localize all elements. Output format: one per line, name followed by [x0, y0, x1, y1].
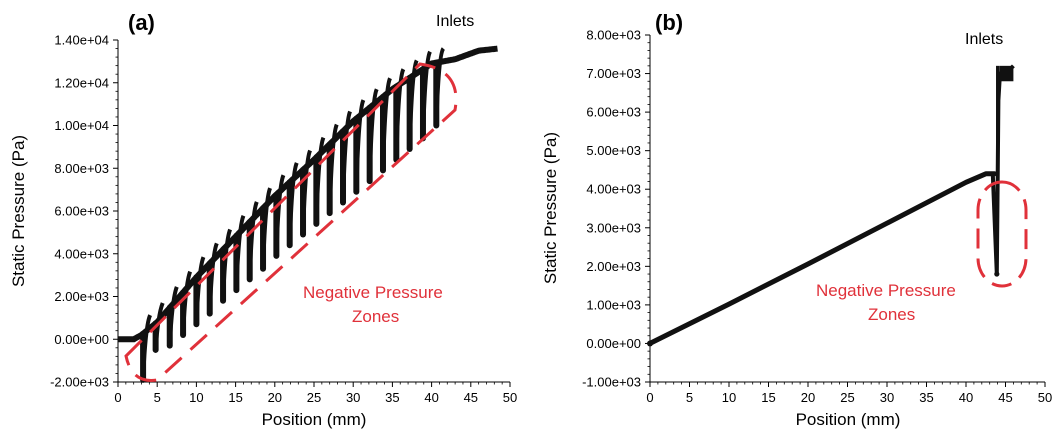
data-lobe: [380, 77, 392, 171]
data-lobe: [261, 187, 272, 269]
data-lobe: [221, 228, 233, 301]
x-tick-label: 0: [646, 390, 653, 405]
x-tick-label: 40: [959, 390, 973, 405]
data-lobe: [327, 123, 339, 214]
data-lobe: [207, 242, 219, 314]
x-tick-label: 50: [1038, 390, 1052, 405]
y-tick-label: 6.00e+03: [586, 105, 641, 120]
highlight-a: [124, 62, 458, 382]
x-tick-label: 5: [686, 390, 693, 405]
data-lobe: [167, 286, 179, 346]
y-tick-label: 2.00e+03: [586, 259, 641, 274]
data-inlet-band: [999, 65, 1014, 82]
data-lobe: [394, 68, 406, 160]
panel-label-a: (a): [128, 10, 155, 35]
x-tick-label: 15: [228, 390, 242, 405]
x-tick-label: 45: [998, 390, 1012, 405]
x-tick-label: 35: [385, 390, 399, 405]
y-tick-label: 0.00e+00: [586, 336, 641, 351]
x-tick-label: 25: [307, 390, 321, 405]
y-tick-label: 1.00e+04: [54, 118, 109, 133]
x-ticks-a: 0 5 10 15 20 25 30 35 40 45 50: [114, 382, 517, 405]
data-lobe: [181, 270, 193, 336]
data-lobe: [247, 201, 259, 280]
plot-area-b: -1.00e+03 0.00e+00 1.00e+03 2.00e+03 3.00e+0…: [582, 28, 1052, 406]
x-tick-label: 10: [722, 390, 736, 405]
data-lobe: [301, 149, 312, 235]
y-ticks-b: -1.00e+03 0.00e+00 1.00e+03 2.00e+03 3.00e+0…: [582, 28, 650, 390]
x-tick-label: 45: [464, 390, 478, 405]
y-axis-title-b: Static Pressure (Pa): [541, 132, 560, 284]
annotation-zone-line2-a: Zones: [352, 307, 399, 326]
x-tick-label: 10: [189, 390, 203, 405]
x-tick-label: 20: [801, 390, 815, 405]
data-spike-band: [996, 65, 1000, 178]
annotation-zone-line1-b: Negative Pressure: [816, 281, 956, 300]
data-points-b: [647, 64, 1015, 347]
data-points-a: [115, 45, 500, 383]
y-tick-label: 5.00e+03: [586, 143, 641, 158]
plot-area-a: -2.00e+03 0.00e+00 2.00e+03 4.00e+03 6.00e+0…: [50, 33, 517, 406]
y-tick-label: 0.00e+00: [54, 332, 109, 347]
x-tick-label: 15: [761, 390, 775, 405]
data-point-min: [994, 271, 1000, 277]
x-tick-label: 20: [268, 390, 282, 405]
y-tick-label: 6.00e+03: [54, 204, 109, 219]
y-tick-label: 1.40e+04: [54, 33, 109, 48]
y-tick-label: 4.00e+03: [54, 246, 109, 261]
y-tick-label: 3.00e+03: [586, 220, 641, 235]
data-spike: [990, 64, 1015, 277]
annotation-inlets-a: Inlets: [436, 13, 474, 30]
y-tick-label: -2.00e+03: [50, 375, 109, 390]
y-tick-label: 8.00e+03: [54, 161, 109, 176]
chart-a: (a) Inlets -2.00e+03 0.00e+00 2.00e+03 4.00…: [9, 10, 517, 429]
data-lobe: [153, 302, 165, 351]
y-tick-label: 8.00e+03: [586, 28, 641, 43]
negative-pressure-outline-b: [976, 180, 1028, 288]
y-ticks-a: -2.00e+03 0.00e+00 2.00e+03 4.00e+03 6.00e+0…: [50, 33, 118, 390]
data-lobe: [287, 162, 299, 246]
data-lobe: [314, 136, 326, 224]
negative-pressure-outline-a: [124, 62, 458, 382]
y-tick-label: 1.20e+04: [54, 75, 109, 90]
x-tick-label: 35: [919, 390, 933, 405]
data-lobe: [434, 47, 446, 126]
data-line: [647, 171, 997, 346]
x-tick-label: 0: [114, 390, 121, 405]
x-axis-title-a: Position (mm): [262, 410, 367, 429]
data-point-start: [647, 340, 653, 347]
x-tick-label: 40: [424, 390, 438, 405]
data-lobe: [194, 256, 206, 325]
y-tick-label: 4.00e+03: [586, 182, 641, 197]
x-tick-label: 25: [840, 390, 854, 405]
x-tick-label: 5: [154, 390, 161, 405]
panel-label-b: (b): [655, 10, 683, 35]
y-tick-label: 7.00e+03: [586, 66, 641, 81]
annotation-zone-line1-a: Negative Pressure: [303, 283, 443, 302]
x-tick-label: 30: [346, 390, 360, 405]
data-lobe: [141, 314, 153, 380]
highlight-b: [976, 180, 1028, 288]
y-tick-label: 2.00e+03: [54, 289, 109, 304]
x-tick-label: 30: [880, 390, 894, 405]
data-lobe: [420, 50, 432, 139]
y-tick-label: 1.00e+03: [586, 297, 641, 312]
annotation-inlets-b: Inlets: [965, 31, 1003, 48]
x-tick-label: 50: [503, 390, 517, 405]
data-lobe: [234, 214, 246, 291]
x-ticks-b: 0 5 10 15 20 25 30 35 40 45 50: [646, 382, 1052, 405]
x-axis-title-b: Position (mm): [796, 410, 901, 429]
data-lobe: [274, 174, 286, 256]
y-axis-title-a: Static Pressure (Pa): [9, 135, 28, 287]
data-lobe: [341, 110, 352, 203]
data-lobe: [354, 99, 366, 192]
data-lobe: [367, 88, 379, 182]
data-lobe: [407, 59, 419, 150]
y-tick-label: -1.00e+03: [582, 375, 641, 390]
annotation-zone-line2-b: Zones: [868, 305, 915, 324]
chart-b: (b) Inlets -1.00e+03 0.00e+00 1.00e+03 2.00…: [541, 10, 1052, 429]
